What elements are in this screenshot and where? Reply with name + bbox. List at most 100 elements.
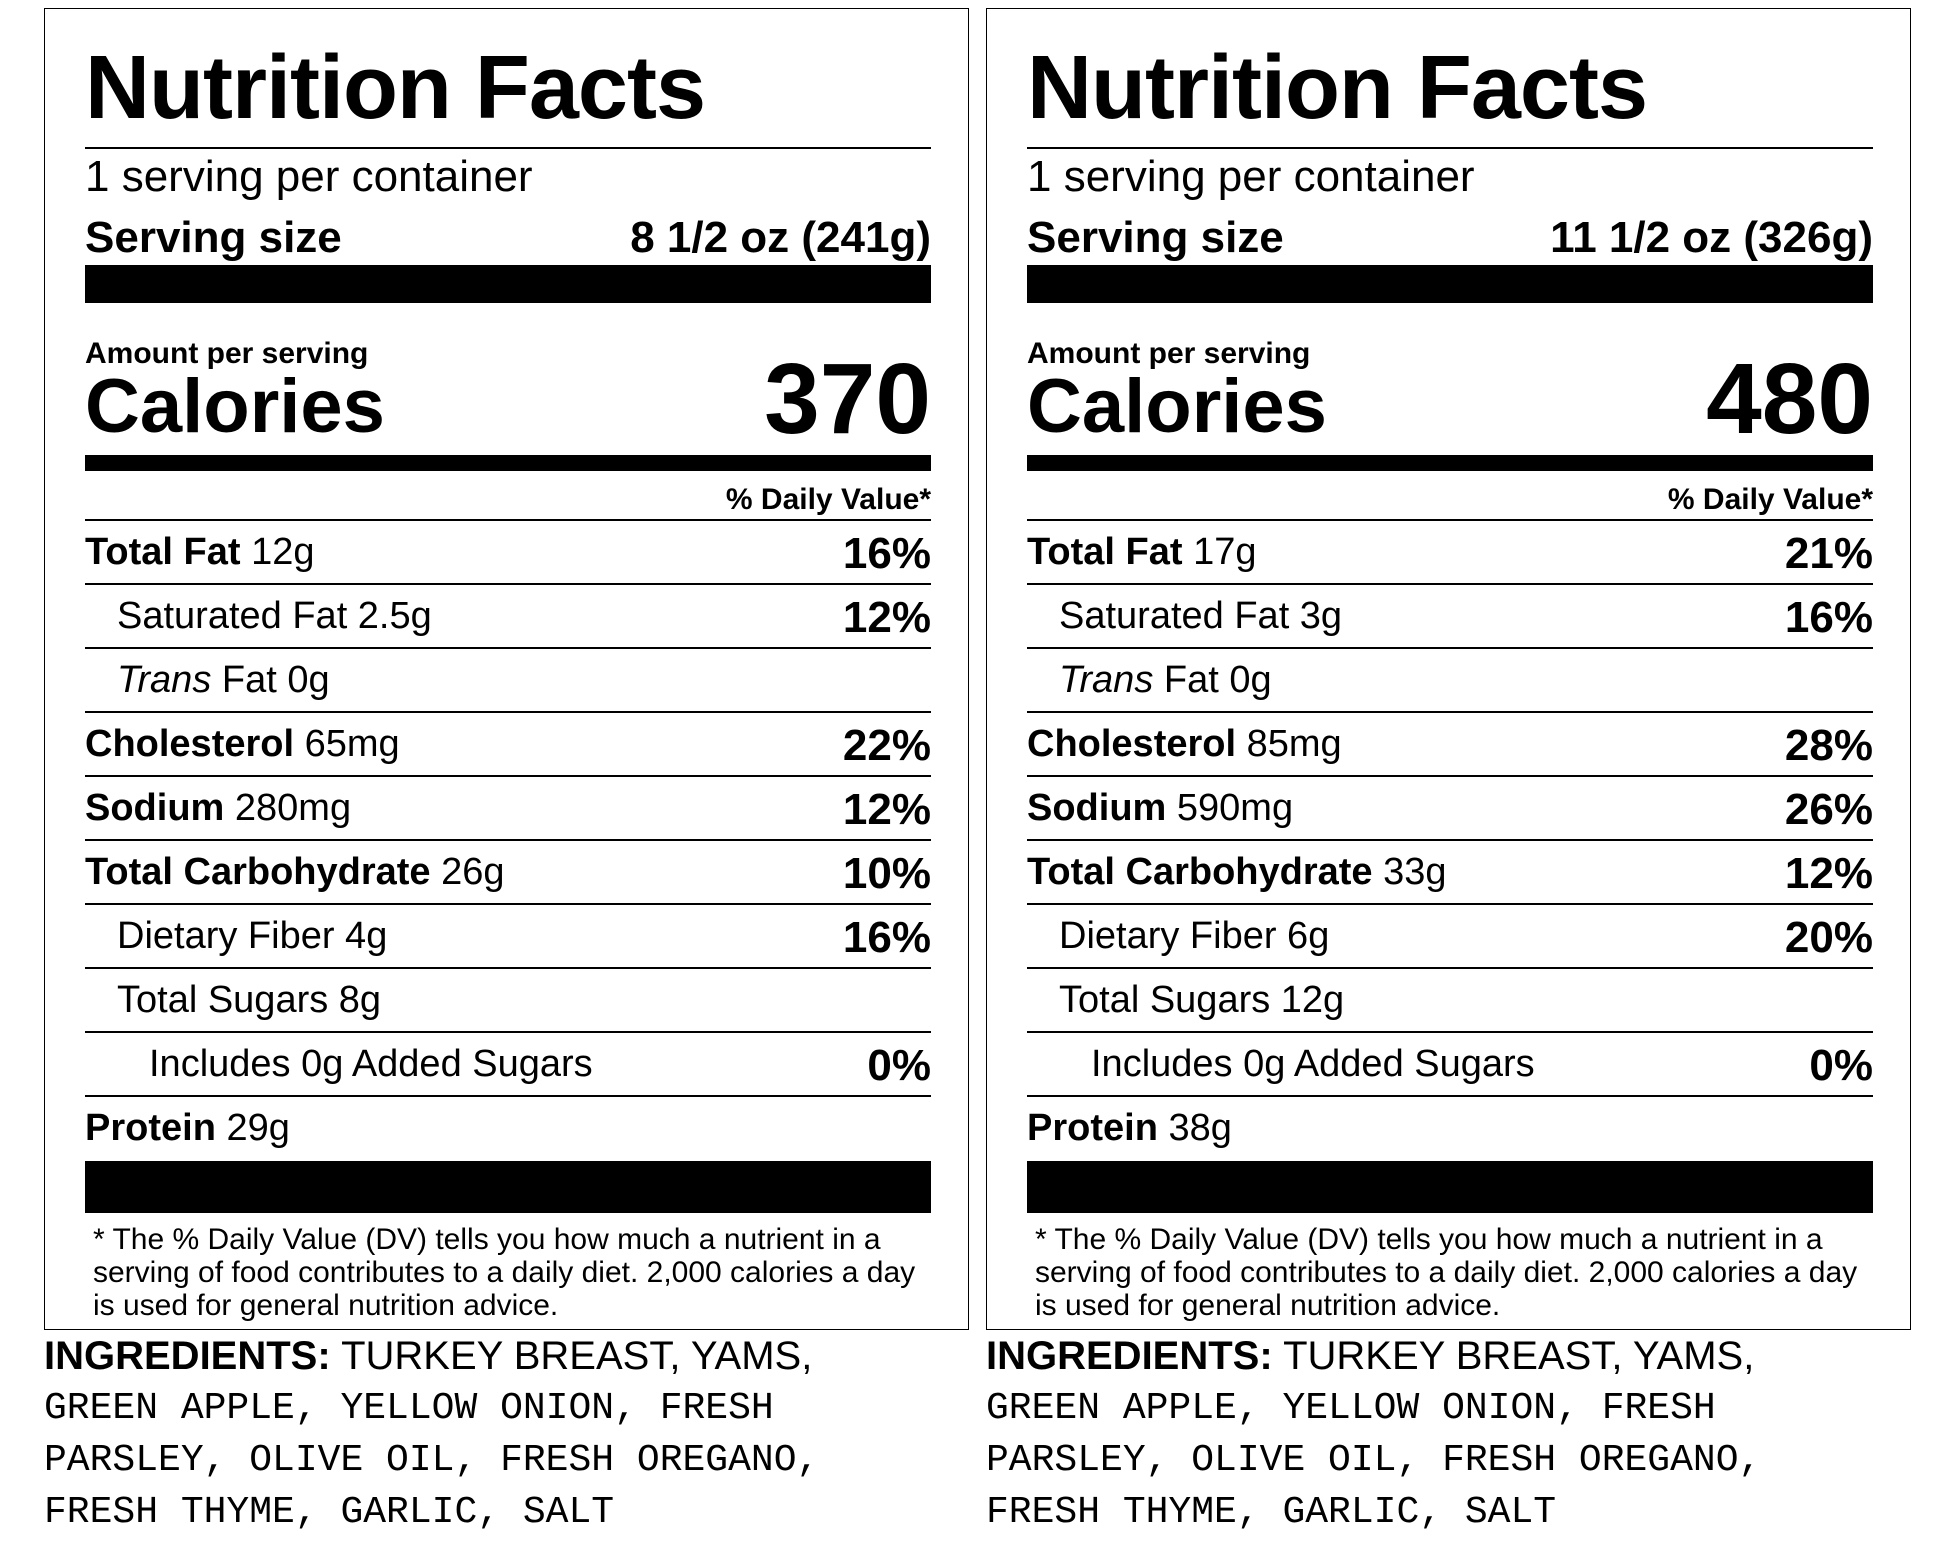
nutrient-name-italic: Trans: [117, 659, 212, 701]
ingredients-label: INGREDIENTS:: [44, 1334, 331, 1378]
nutrient-name: Sodium: [1027, 787, 1167, 829]
nutrient-amount: 590mg: [1176, 787, 1294, 829]
nutrient-row-saturated-fat: Saturated Fat 2.5g 12%: [85, 583, 931, 649]
nutrient-dv: 12%: [1784, 849, 1873, 898]
nutrient-amount: 38g: [1168, 1107, 1232, 1149]
label-title: Nutrition Facts: [1027, 38, 1648, 138]
divider: [1027, 147, 1873, 149]
nutrient-name: Sodium: [85, 787, 225, 829]
nutrient-amount: 29g: [226, 1107, 290, 1149]
nutrient-amount: 12g: [251, 531, 315, 573]
serving-size-value: 8 1/2 oz (241g): [630, 213, 931, 262]
footnote: * The % Daily Value (DV) tells you how m…: [93, 1223, 916, 1322]
nutrient-name: Dietary Fiber 4g: [117, 915, 388, 957]
nutrient-dv: 10%: [842, 849, 931, 898]
daily-value-header: % Daily Value*: [1667, 483, 1873, 516]
nutrient-row-added-sugars: Includes 0g Added Sugars 0%: [85, 1031, 931, 1097]
nutrient-row-protein: Protein 38g: [1027, 1095, 1873, 1161]
ingredients: INGREDIENTS: TURKEY BREAST, YAMS, GREEN …: [44, 1332, 971, 1537]
nutrient-amount: 280mg: [234, 787, 352, 829]
serving-size-row: Serving size 8 1/2 oz (241g): [85, 213, 931, 263]
calories-label: Calories: [1027, 364, 1327, 449]
nutrient-dv: 16%: [1784, 593, 1873, 642]
calories-value: 480: [1706, 343, 1873, 455]
ingredients-line: TURKEY BREAST, YAMS,: [330, 1334, 813, 1378]
nutrient-name: Cholesterol: [1027, 723, 1237, 765]
footnote: * The % Daily Value (DV) tells you how m…: [1035, 1223, 1858, 1322]
nutrient-dv: 28%: [1784, 721, 1873, 770]
nutrient-name: Protein: [1027, 1107, 1158, 1149]
nutrient-name-italic: Trans: [1059, 659, 1154, 701]
thick-divider: [85, 1161, 931, 1213]
nutrient-name: Total Sugars 12g: [1059, 979, 1345, 1021]
nutrient-dv: 22%: [842, 721, 931, 770]
serving-size-row: Serving size 11 1/2 oz (326g): [1027, 213, 1873, 263]
nutrient-row-total-sugars: Total Sugars 12g: [1027, 967, 1873, 1033]
nutrient-row-total-carbohydrate: Total Carbohydrate 33g 12%: [1027, 839, 1873, 905]
ingredients-line: TURKEY BREAST, YAMS,: [1272, 1334, 1755, 1378]
nutrient-name: Protein: [85, 1107, 216, 1149]
nutrient-dv: 0%: [867, 1041, 931, 1090]
nutrient-name: Total Fat: [85, 531, 241, 573]
nutrient-row-dietary-fiber: Dietary Fiber 6g 20%: [1027, 903, 1873, 969]
ingredients-label: INGREDIENTS:: [986, 1334, 1273, 1378]
nutrient-name: Saturated Fat 3g: [1059, 595, 1343, 637]
nutrient-dv: 12%: [842, 785, 931, 834]
nutrient-row-saturated-fat: Saturated Fat 3g 16%: [1027, 583, 1873, 649]
nutrient-name: Dietary Fiber 6g: [1059, 915, 1330, 957]
nutrient-amount: 26g: [441, 851, 505, 893]
nutrient-name: Includes 0g Added Sugars: [149, 1043, 593, 1085]
ingredients-line: GREEN APPLE, YELLOW ONION, FRESH: [986, 1387, 1716, 1430]
nutrient-row-total-carbohydrate: Total Carbohydrate 26g 10%: [85, 839, 931, 905]
nutrient-row-cholesterol: Cholesterol 65mg 22%: [85, 711, 931, 777]
nutrient-name: Total Sugars 8g: [117, 979, 382, 1021]
thick-divider: [1027, 265, 1873, 303]
servings-per-container: 1 serving per container: [85, 152, 533, 201]
daily-value-header: % Daily Value*: [725, 483, 931, 516]
nutrient-dv: 20%: [1784, 913, 1873, 962]
calories-value: 370: [764, 343, 931, 455]
nutrition-panel-right: Nutrition Facts 1 serving per container …: [986, 0, 1913, 1557]
nutrition-label-box: Nutrition Facts 1 serving per container …: [986, 8, 1911, 1330]
ingredients-line: PARSLEY, OLIVE OIL, FRESH OREGANO,: [44, 1439, 820, 1482]
nutrient-dv: 16%: [842, 529, 931, 578]
medium-divider: [85, 455, 931, 471]
thick-divider: [1027, 1161, 1873, 1213]
nutrient-name: Cholesterol: [85, 723, 295, 765]
divider: [85, 147, 931, 149]
nutrient-row-trans-fat: Trans Fat 0g: [85, 647, 931, 713]
ingredients-line: PARSLEY, OLIVE OIL, FRESH OREGANO,: [986, 1439, 1762, 1482]
nutrient-name: Fat 0g: [1153, 659, 1272, 701]
nutrient-row-total-sugars: Total Sugars 8g: [85, 967, 931, 1033]
nutrient-amount: 65mg: [304, 723, 400, 765]
nutrient-dv: 16%: [842, 913, 931, 962]
nutrition-label-box: Nutrition Facts 1 serving per container …: [44, 8, 969, 1330]
nutrition-panel-left: Nutrition Facts 1 serving per container …: [44, 0, 971, 1557]
nutrient-amount: 17g: [1193, 531, 1257, 573]
servings-per-container: 1 serving per container: [1027, 152, 1475, 201]
nutrient-dv: 12%: [842, 593, 931, 642]
serving-size-value: 11 1/2 oz (326g): [1550, 213, 1873, 262]
nutrient-name: Total Carbohydrate: [85, 851, 431, 893]
nutrient-name: Saturated Fat 2.5g: [117, 595, 432, 637]
nutrient-row-total-fat: Total Fat 12g 16%: [85, 519, 931, 585]
label-title: Nutrition Facts: [85, 38, 706, 138]
nutrient-name: Includes 0g Added Sugars: [1091, 1043, 1535, 1085]
medium-divider: [1027, 455, 1873, 471]
ingredients: INGREDIENTS: TURKEY BREAST, YAMS, GREEN …: [986, 1332, 1913, 1537]
amount-per-serving: Amount per serving: [85, 337, 369, 370]
nutrient-amount: 33g: [1383, 851, 1447, 893]
nutrient-row-protein: Protein 29g: [85, 1095, 931, 1161]
nutrient-amount: 85mg: [1246, 723, 1342, 765]
nutrient-row-total-fat: Total Fat 17g 21%: [1027, 519, 1873, 585]
nutrient-row-sodium: Sodium 590mg 26%: [1027, 775, 1873, 841]
amount-per-serving: Amount per serving: [1027, 337, 1311, 370]
serving-size-label: Serving size: [85, 213, 342, 262]
nutrient-dv: 0%: [1809, 1041, 1873, 1090]
nutrient-dv: 21%: [1784, 529, 1873, 578]
nutrient-row-added-sugars: Includes 0g Added Sugars 0%: [1027, 1031, 1873, 1097]
nutrient-row-trans-fat: Trans Fat 0g: [1027, 647, 1873, 713]
nutrient-row-dietary-fiber: Dietary Fiber 4g 16%: [85, 903, 931, 969]
ingredients-line: FRESH THYME, GARLIC, SALT: [44, 1491, 615, 1534]
nutrient-row-sodium: Sodium 280mg 12%: [85, 775, 931, 841]
